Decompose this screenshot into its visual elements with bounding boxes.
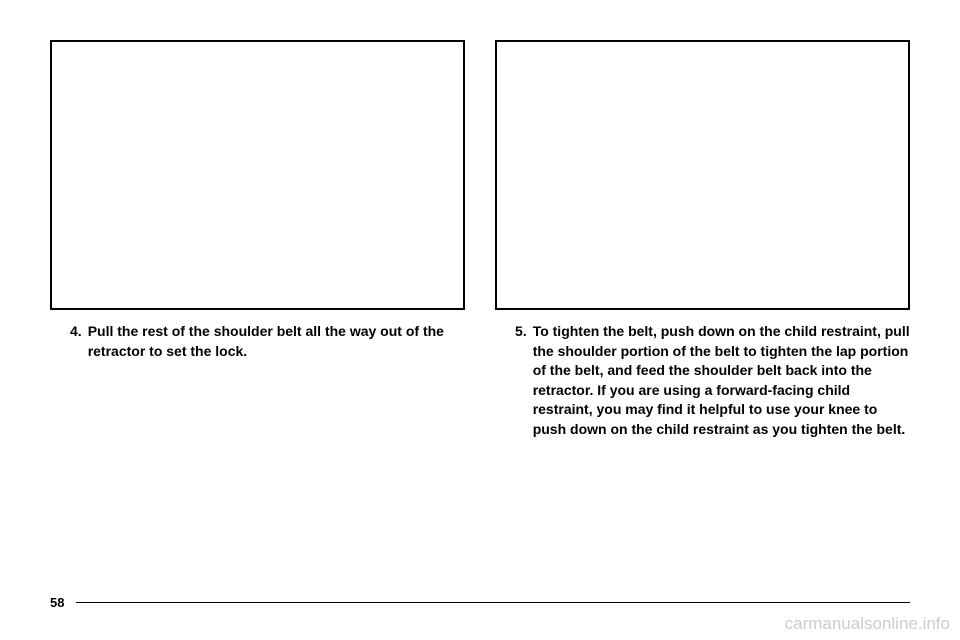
step-item-4: 4. Pull the rest of the shoulder belt al… <box>50 322 465 361</box>
image-placeholder-right <box>495 40 910 310</box>
page-content: 4. Pull the rest of the shoulder belt al… <box>0 0 960 440</box>
right-column: 5. To tighten the belt, push down on the… <box>495 40 910 440</box>
page-number: 58 <box>50 595 64 610</box>
step-text-4: Pull the rest of the shoulder belt all t… <box>88 322 465 361</box>
page-footer: 58 <box>50 595 910 610</box>
left-column: 4. Pull the rest of the shoulder belt al… <box>50 40 465 440</box>
footer-line <box>76 602 910 603</box>
step-text-5: To tighten the belt, push down on the ch… <box>533 322 910 440</box>
image-placeholder-left <box>50 40 465 310</box>
step-number-5: 5. <box>515 322 527 440</box>
step-item-5: 5. To tighten the belt, push down on the… <box>495 322 910 440</box>
watermark: carmanualsonline.info <box>785 614 950 634</box>
step-number-4: 4. <box>70 322 82 361</box>
